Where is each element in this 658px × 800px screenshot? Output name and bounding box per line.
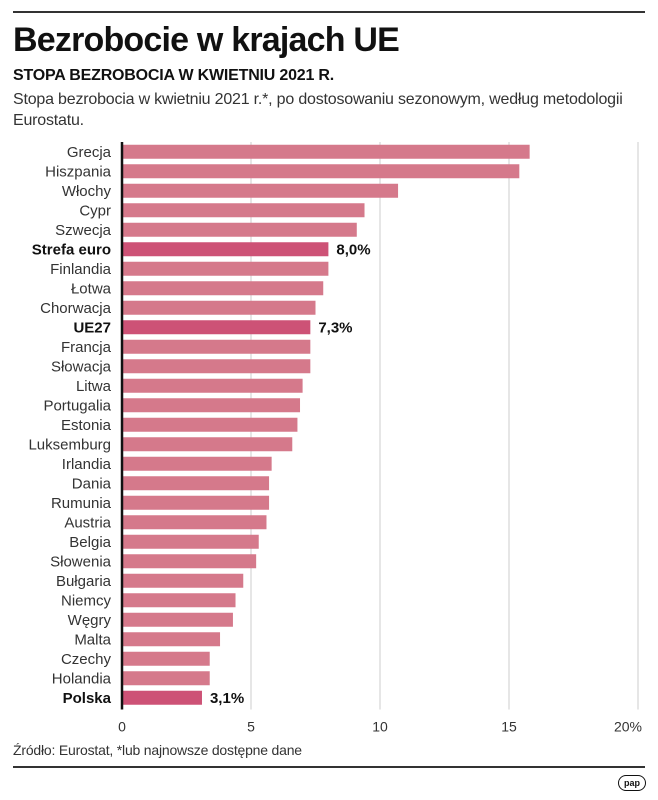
bar: [122, 515, 267, 530]
category-label: Strefa euro: [32, 241, 111, 258]
data-label: 7,3%: [318, 319, 352, 336]
category-label: UE27: [73, 319, 111, 336]
bar: [122, 593, 236, 608]
bar: [122, 651, 210, 666]
pap-logo: pap: [618, 775, 646, 791]
category-label: Malta: [74, 631, 111, 648]
category-label: Hiszpania: [45, 163, 112, 180]
x-tick-label: 10: [372, 719, 388, 735]
x-tick-label: 5: [247, 719, 255, 735]
category-label: Chorwacja: [40, 300, 112, 317]
bar: [122, 144, 530, 159]
bar: [122, 690, 202, 705]
category-label: Cypr: [79, 202, 111, 219]
bar: [122, 398, 301, 413]
category-label: Bułgaria: [56, 573, 112, 590]
x-tick-label: 20%: [614, 719, 642, 735]
bar: [122, 242, 329, 257]
bar: [122, 554, 257, 569]
chart-title: Bezrobocie w krajach UE: [13, 21, 400, 59]
bar: [122, 320, 311, 335]
category-label: Belgia: [69, 534, 111, 551]
bar: [122, 612, 233, 627]
x-tick-label: 15: [501, 719, 517, 735]
category-label: Niemcy: [61, 592, 112, 609]
category-label: Grecja: [67, 144, 112, 161]
category-label: Słowenia: [50, 553, 112, 570]
category-label: Austria: [64, 514, 111, 531]
category-label: Irlandia: [62, 456, 112, 473]
chart-subtitle: STOPA BEZROBOCIA W KWIETNIU 2021 R.: [13, 67, 335, 84]
category-label: Francja: [61, 339, 112, 356]
category-label: Luksemburg: [28, 436, 111, 453]
bar: [122, 632, 221, 647]
bar: [122, 359, 311, 374]
bar: [122, 300, 316, 315]
bar: [122, 476, 270, 491]
category-label: Włochy: [62, 183, 112, 200]
category-label: Słowacja: [51, 358, 112, 375]
bar: [122, 573, 244, 588]
bar: [122, 164, 520, 179]
bar: [122, 183, 399, 198]
data-label: 8,0%: [336, 241, 370, 258]
bar: [122, 339, 311, 354]
bar: [122, 456, 272, 471]
bottom-rule: [13, 766, 645, 768]
bar: [122, 437, 293, 452]
category-label: Finlandia: [50, 261, 112, 278]
chart-description: Stopa bezrobocia w kwietniu 2021 r.*, po…: [13, 91, 623, 129]
category-label: Estonia: [61, 417, 112, 434]
bar: [122, 671, 210, 686]
bar: [122, 495, 270, 510]
bar: [122, 281, 324, 296]
category-label: Rumunia: [51, 495, 112, 512]
bar: [122, 417, 298, 432]
category-label: Czechy: [61, 651, 112, 668]
bar: [122, 378, 303, 393]
x-tick-label: 0: [118, 719, 126, 735]
category-label: Węgry: [68, 612, 112, 629]
category-label: Portugalia: [43, 397, 111, 414]
category-label: Litwa: [76, 378, 112, 395]
source-note: Źródło: Eurostat, *lub najnowsze dostępn…: [13, 742, 302, 758]
category-label: Dania: [72, 475, 112, 492]
category-label: Łotwa: [71, 280, 112, 297]
bar: [122, 203, 365, 218]
data-label: 3,1%: [210, 690, 244, 707]
bar: [122, 222, 357, 237]
category-label: Holandia: [52, 670, 112, 687]
category-label: Szwecja: [55, 222, 112, 239]
bar: [122, 261, 329, 276]
top-rule: [13, 11, 645, 13]
category-label: Polska: [63, 690, 112, 707]
bar-chart: 0 5 10 15 20% Grecja Hiszpania Włochy Cypr Szwecj…: [28, 142, 642, 735]
bar: [122, 534, 259, 549]
